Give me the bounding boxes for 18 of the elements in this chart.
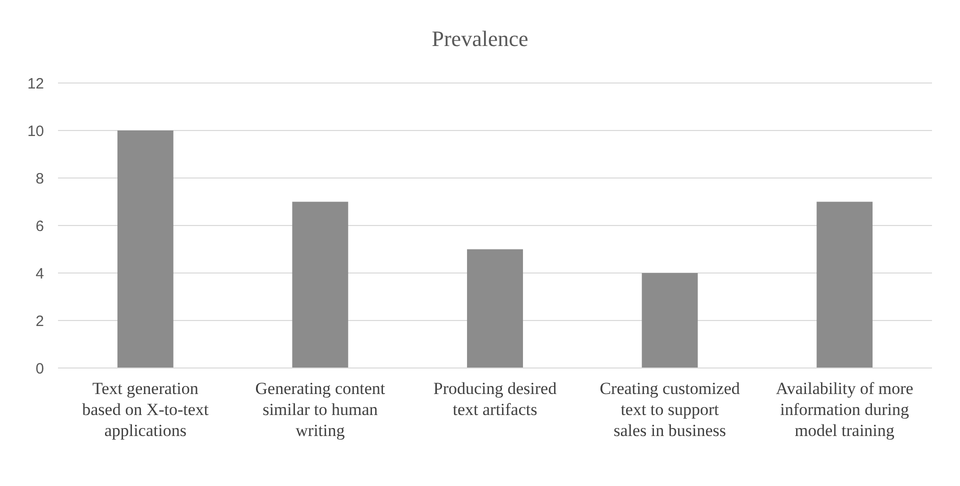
y-tick-label: 2	[36, 312, 44, 330]
y-tick-label: 8	[36, 170, 44, 188]
bar	[642, 273, 698, 368]
y-tick-label: 12	[27, 75, 44, 92]
bar	[467, 249, 523, 368]
x-tick-label: Creating customized text to support sales in business	[600, 379, 740, 440]
chart-title: Prevalence	[432, 26, 528, 51]
x-tick-label: Generating content similar to human writing	[255, 379, 386, 440]
x-tick-label: Producing desired text artifacts	[433, 379, 558, 419]
bar	[117, 130, 174, 368]
x-tick-label: Text generation based on X-to-text applications	[82, 379, 209, 440]
bar	[292, 202, 348, 368]
bar	[816, 202, 873, 368]
y-tick-label: 6	[36, 218, 44, 235]
y-tick-label: 4	[36, 265, 44, 282]
y-tick-label: 10	[27, 122, 44, 140]
y-tick-label: 0	[36, 360, 44, 378]
x-tick-label: Availability of more information during model training	[776, 379, 914, 440]
